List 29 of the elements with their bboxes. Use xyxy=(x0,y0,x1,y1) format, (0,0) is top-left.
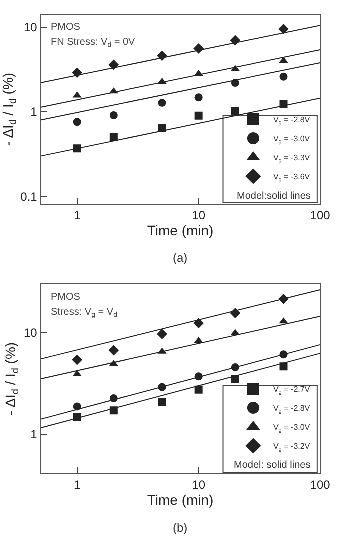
x-tick-label: 100 xyxy=(310,208,331,222)
annotation: PMOS xyxy=(51,22,81,33)
legend-label: V$_{g}$ = -2.8V xyxy=(273,116,311,126)
x-tick-label: 10 xyxy=(192,478,206,492)
y-tick-label: 1 xyxy=(30,427,38,442)
x-tick-label: 1 xyxy=(74,478,81,492)
annotation: Stress: V$_{g}$ = V$_{d}$ xyxy=(51,307,118,320)
legend-label: V$_{g}$ = -2.8V xyxy=(273,404,311,415)
annotation: Model: solid lines xyxy=(234,460,311,471)
x-axis-title: Time (min) xyxy=(147,492,214,508)
text: (b) xyxy=(173,521,188,535)
y-tick-label: 10 xyxy=(24,20,38,35)
text: (a) xyxy=(173,251,188,265)
annotation: Model:solid lines xyxy=(237,191,311,202)
x-axis-title: Time (min) xyxy=(147,222,214,239)
legend-label: V$_{g}$ = -3.6V xyxy=(273,172,311,184)
legend-label: V$_{g}$ = -2.7V xyxy=(273,385,311,396)
y-tick-label: 10 xyxy=(24,326,38,340)
y-tick-label: 1 xyxy=(30,105,38,120)
x-tick-label: 100 xyxy=(310,478,331,492)
x-tick-label: 1 xyxy=(74,208,81,222)
legend-label: V$_{g}$ = -3.3V xyxy=(273,154,311,164)
annotation: PMOS xyxy=(51,292,81,303)
annotation: FN Stress: V$_{d}$ = 0V xyxy=(51,37,136,50)
legend-label: V$_{g}$ = -3.0V xyxy=(273,423,311,434)
legend-label: V$_{g}$ = -3.2V xyxy=(273,442,311,453)
legend-label: V$_{g}$ = -3.0V xyxy=(273,134,311,146)
y-tick-label: 0.1 xyxy=(20,190,38,204)
x-tick-label: 10 xyxy=(192,208,206,222)
